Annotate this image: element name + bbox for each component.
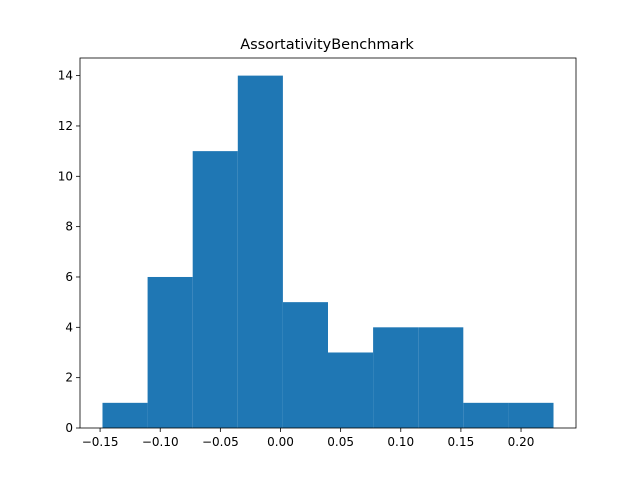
x-tick-label: 0.20 <box>508 435 535 449</box>
y-tick-label: 2 <box>65 371 73 385</box>
y-tick-label: 6 <box>65 270 73 284</box>
x-tick-label: −0.05 <box>202 435 239 449</box>
histogram-bar <box>102 402 148 428</box>
chart-title: AssortativityBenchmark <box>240 37 414 53</box>
x-tick-label: 0.15 <box>448 435 475 449</box>
y-axis-ticks: 0 2 4 6 8 10 12 14 <box>58 69 80 435</box>
histogram-bar <box>147 276 193 428</box>
x-tick-label: −0.10 <box>142 435 179 449</box>
histogram-bar <box>508 402 554 428</box>
histogram-bar <box>463 402 509 428</box>
x-tick-label: 0.00 <box>267 435 294 449</box>
y-tick-label: 14 <box>58 69 73 83</box>
x-tick-label: −0.15 <box>82 435 119 449</box>
y-tick-label: 0 <box>65 421 73 435</box>
y-tick-label: 4 <box>65 320 73 334</box>
histogram-bar <box>418 327 464 428</box>
y-tick-label: 10 <box>58 169 73 183</box>
y-tick-label: 12 <box>58 119 73 133</box>
plot-area-frame <box>79 57 577 429</box>
x-tick-label: 0.10 <box>387 435 414 449</box>
x-tick-label: 0.05 <box>327 435 354 449</box>
histogram-bar <box>373 327 419 428</box>
y-tick-label: 8 <box>65 220 73 234</box>
histogram-bar <box>328 352 374 428</box>
histogram-bar <box>237 75 283 428</box>
histogram-bar <box>192 151 238 428</box>
histogram-bar <box>282 302 328 428</box>
histogram-bars <box>102 75 554 428</box>
x-axis-ticks: −0.15 −0.10 −0.05 0.00 0.05 0.10 0.15 0.20 <box>82 428 535 449</box>
